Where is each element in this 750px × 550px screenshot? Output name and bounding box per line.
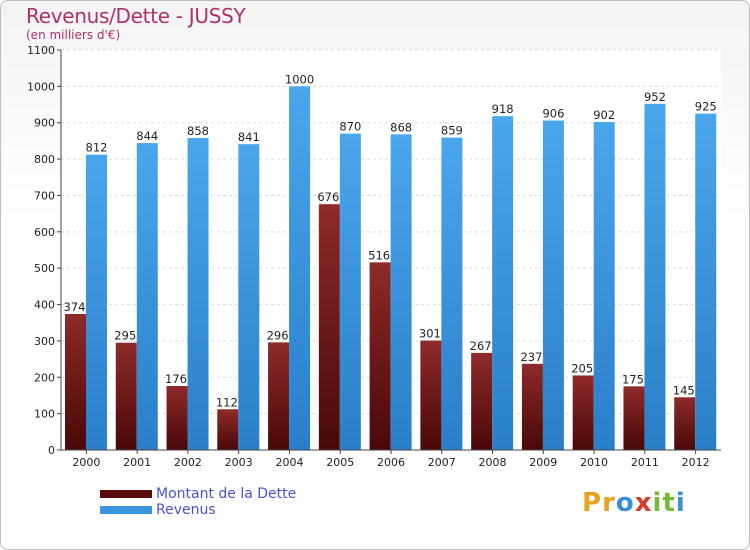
bar-debt [369,262,391,450]
bar-debt [420,340,442,450]
logo-letter: x [634,488,653,518]
data-label-debt: 296 [267,328,289,342]
logo-letter: t [662,488,676,518]
bar-revenus [542,120,564,450]
y-tick-label: 500 [34,262,55,275]
y-tick-label: 300 [34,335,55,348]
x-axis: 2000 2001 2002 2003 2004 2005 2006 2007 2008 2009… [61,449,721,469]
data-label-revenus: 902 [593,108,615,122]
legend-swatch-revenus [100,506,152,514]
bar-revenus [644,103,666,451]
bar-debt [166,386,188,450]
y-tick-label: 1100 [27,44,55,57]
y-tick-label: 100 [34,408,55,421]
data-label-debt: 295 [114,329,136,343]
logo-letter: r [602,488,616,518]
x-tick-label: 2011 [631,456,659,469]
data-label-debt: 145 [673,383,695,397]
legend-label-debt: Montant de la Dette [156,486,297,502]
bar-debt [471,352,493,450]
data-label-revenus: 859 [441,124,463,138]
x-tick-label: 2001 [123,456,151,469]
y-tick-label: 0 [48,444,55,457]
data-label-debt: 301 [419,327,441,341]
bar-revenus [136,143,158,450]
data-label-revenus: 918 [492,102,514,116]
data-label-debt: 205 [571,361,593,375]
y-tick-label: 200 [34,371,55,384]
bar-debt [623,386,645,450]
bar-revenus [593,122,615,450]
data-label-revenus: 858 [187,124,209,138]
logo-letter: P [582,488,603,518]
bar-debt [318,204,340,450]
bar-revenus [238,144,260,450]
y-tick-label: 600 [34,226,55,239]
bar-revenus [390,134,412,450]
data-label-revenus: 868 [390,120,412,134]
y-tick-label: 1000 [27,80,55,93]
data-label-revenus: 841 [238,130,260,144]
logo-letter: i [675,488,686,518]
x-tick-label: 2008 [479,456,507,469]
bar-debt [268,342,290,450]
chart-subtitle: (en milliers d'€) [26,28,121,42]
legend-item-revenus: Revenus [100,502,296,518]
y-tick-label: 900 [34,117,55,130]
x-tick-label: 2007 [428,456,456,469]
x-tick-label: 2004 [275,456,303,469]
x-tick-label: 2003 [225,456,253,469]
bar-debt [572,375,594,450]
data-label-revenus: 870 [339,120,361,134]
bar-debt [115,342,137,450]
x-tick-label: 2006 [377,456,405,469]
x-tick-label: 2009 [529,456,557,469]
bar-debt [217,409,239,450]
x-tick-label: 2000 [72,456,100,469]
y-tick-label: 700 [34,189,55,202]
y-tick-label: 400 [34,299,55,312]
data-label-revenus: 812 [86,141,108,155]
legend: Montant de la Dette Revenus [100,486,296,518]
bar-revenus [86,154,107,450]
proxiti-logo: Proxiti [582,488,686,518]
data-label-debt: 237 [520,350,542,364]
data-label-debt: 676 [317,190,339,204]
data-label-debt: 516 [368,248,390,262]
bar-debt [674,397,696,450]
legend-label-revenus: Revenus [156,502,216,518]
bar-revenus [492,116,514,450]
bars: 374 812 295 844 176 858 112 841 296 1000 676 870 516… [64,72,717,451]
data-label-revenus: 925 [695,100,717,114]
data-label-debt: 267 [470,339,492,353]
bar-debt [65,314,86,450]
y-axis: 0 100 200 300 400 500 600 700 800 900 1000 1100 [27,44,62,457]
data-label-revenus: 952 [644,90,666,104]
data-label-revenus: 1000 [285,72,314,86]
chart-title: Revenus/Dette - JUSSY [26,4,246,28]
legend-item-debt: Montant de la Dette [100,486,296,502]
bar-revenus [695,113,717,451]
x-tick-label: 2002 [174,456,202,469]
x-tick-label: 2012 [682,456,710,469]
data-label-revenus: 844 [136,129,158,143]
x-tick-label: 2010 [580,456,608,469]
data-label-debt: 112 [216,395,238,409]
data-label-debt: 374 [64,300,86,314]
y-tick-label: 800 [34,153,55,166]
data-label-debt: 175 [622,372,644,386]
bar-revenus [339,133,361,451]
legend-swatch-debt [100,490,152,498]
data-label-debt: 176 [165,372,187,386]
bar-debt [521,363,543,450]
bar-revenus [441,137,463,451]
bar-revenus [289,86,311,450]
x-tick-label: 2005 [326,456,354,469]
logo-letter: i [652,488,663,518]
data-label-revenus: 906 [542,107,564,121]
logo-letter: o [615,488,635,518]
bar-revenus [187,138,209,450]
